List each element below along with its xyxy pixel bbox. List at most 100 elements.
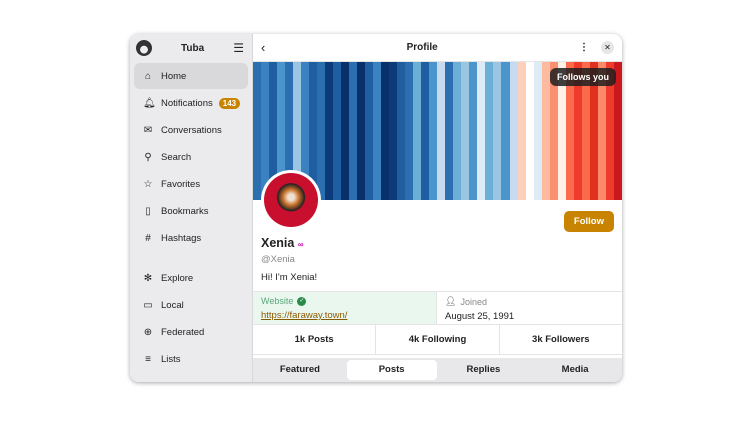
banner-stripe: [397, 62, 406, 200]
sidebar-item-label: Federated: [161, 326, 205, 338]
banner-stripe: [301, 62, 310, 200]
banner-stripe: [365, 62, 374, 200]
banner-stripe: [429, 62, 438, 200]
profile-view: ‹ Profile ⋮ ✕ Follows you Follow Xenia ∞ …: [253, 34, 622, 382]
sidebar-item-conversations[interactable]: ✉ Conversations: [134, 117, 248, 143]
banner-stripe: [349, 62, 358, 200]
joined-date: August 25, 1991: [445, 311, 515, 322]
sidebar-item-lists[interactable]: ≡ Lists: [134, 346, 248, 372]
banner-stripe: [341, 62, 350, 200]
sidebar-item-label: Search: [161, 151, 192, 163]
local-icon: ▭: [143, 299, 153, 311]
banner-stripe: [509, 62, 518, 200]
home-icon: ⌂: [144, 70, 152, 82]
sidebar-item-label: Notifications: [161, 97, 213, 109]
banner-stripe: [469, 62, 478, 200]
sidebar-item-label: Hashtags: [161, 232, 202, 244]
tab-replies[interactable]: Replies: [466, 364, 501, 375]
bio: Hi! I'm Xenia!: [261, 272, 318, 283]
banner-stripe: [549, 62, 558, 200]
banner-stripe: [261, 62, 270, 200]
tab-posts[interactable]: Posts: [346, 360, 437, 380]
sidebar-item-label: Local: [161, 299, 184, 311]
sidebar-item-label: Explore: [161, 272, 194, 284]
tab-featured[interactable]: Featured: [279, 364, 320, 375]
sidebar-item-label: Bookmarks: [161, 205, 209, 217]
profile-banner: [253, 62, 622, 200]
sidebar-item-hashtags[interactable]: # Hashtags: [134, 225, 248, 251]
banner-stripe: [565, 62, 574, 200]
banner-stripe: [581, 62, 590, 200]
page-title: Profile: [406, 42, 438, 53]
followers-count-button[interactable]: 3k Followers: [532, 334, 590, 345]
follows-you-badge: Follows you: [549, 68, 616, 86]
field-joined: 👤︎ Joined August 25, 1991: [437, 292, 622, 324]
sidebar-item-federated[interactable]: ⊕ Federated: [134, 319, 248, 345]
hashtag-icon: #: [145, 232, 151, 244]
sidebar-item-favorites[interactable]: ☆ Favorites: [134, 171, 248, 197]
banner-stripe: [293, 62, 302, 200]
hamburger-menu-icon[interactable]: ☰: [233, 41, 244, 55]
tab-media[interactable]: Media: [561, 364, 589, 375]
app-window: Tuba ☰ ⌂ Home 🔔︎ Notifications 143 ✉ Conversat…: [130, 34, 622, 382]
explore-icon: ✻: [143, 272, 153, 284]
sidebar-item-label: Favorites: [161, 178, 201, 190]
banner-stripe: [253, 62, 262, 200]
verified-icon: ✓: [297, 296, 307, 306]
banner-stripe: [613, 62, 622, 200]
sidebar-item-label: Home: [161, 70, 187, 82]
banner-stripe: [421, 62, 430, 200]
notification-count-badge: 143: [218, 97, 241, 109]
banner-stripe: [277, 62, 286, 200]
handle: @Xenia: [261, 254, 295, 265]
banner-stripe: [405, 62, 414, 200]
infinity-emoji: ∞: [297, 240, 304, 249]
person-add-icon: 👤︎: [445, 296, 457, 306]
sidebar-item-local[interactable]: ▭ Local: [134, 292, 248, 318]
banner-stripe: [485, 62, 494, 200]
follow-button[interactable]: Follow: [563, 211, 614, 232]
sidebar-item-home[interactable]: ⌂ Home: [134, 63, 248, 89]
banner-stripe: [517, 62, 526, 200]
banner-stripe: [597, 62, 606, 200]
close-icon[interactable]: ✕: [601, 41, 614, 54]
banner-stripe: [285, 62, 294, 200]
banner-stripe: [309, 62, 318, 200]
banner-stripe: [541, 62, 550, 200]
banner-stripe: [501, 62, 510, 200]
display-name: Xenia ∞: [261, 236, 304, 250]
sidebar: Tuba ☰ ⌂ Home 🔔︎ Notifications 143 ✉ Conversat…: [130, 34, 253, 382]
website-link[interactable]: https://faraway.town/: [261, 310, 348, 321]
posts-count-button[interactable]: 1k Posts: [253, 325, 377, 354]
banner-stripe: [333, 62, 342, 200]
banner-stripe: [389, 62, 398, 200]
more-options-icon[interactable]: ⋮: [579, 42, 589, 53]
field-website: Website ✓ https://faraway.town/: [253, 292, 437, 324]
sidebar-item-label: Conversations: [161, 124, 222, 136]
banner-stripe: [381, 62, 390, 200]
banner-stripe: [373, 62, 382, 200]
account-avatar[interactable]: [136, 40, 152, 56]
star-icon: ☆: [143, 178, 153, 190]
list-icon: ≡: [145, 353, 151, 365]
banner-stripe: [269, 62, 278, 200]
banner-stripe: [317, 62, 326, 200]
banner-stripe: [493, 62, 502, 200]
mail-icon: ✉: [143, 124, 153, 136]
following-count-button[interactable]: 4k Following: [376, 325, 500, 354]
banner-stripe: [533, 62, 542, 200]
banner-stripe: [557, 62, 566, 200]
sidebar-item-label: Lists: [161, 353, 181, 365]
sidebar-item-explore[interactable]: ✻ Explore: [134, 265, 248, 291]
app-title: Tuba: [181, 42, 205, 54]
banner-stripe: [325, 62, 334, 200]
sidebar-item-notifications[interactable]: 🔔︎ Notifications 143: [134, 90, 248, 116]
banner-stripe: [461, 62, 470, 200]
profile-avatar[interactable]: [261, 170, 321, 230]
back-icon[interactable]: ‹: [261, 40, 266, 55]
banner-stripe: [589, 62, 598, 200]
search-icon: ⚲: [144, 151, 152, 163]
banner-stripe: [453, 62, 462, 200]
sidebar-item-bookmarks[interactable]: ▯ Bookmarks: [134, 198, 248, 224]
sidebar-item-search[interactable]: ⚲ Search: [134, 144, 248, 170]
